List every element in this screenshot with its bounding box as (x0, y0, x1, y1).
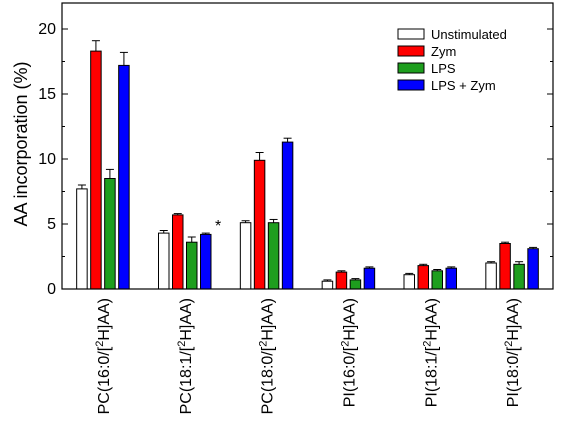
bar-zym-5 (499, 243, 511, 290)
y-tick-label: 20 (38, 21, 56, 38)
legend-label: LPS + Zym (431, 78, 496, 93)
bar-unstimulated-0 (76, 188, 88, 290)
legend-label: LPS (431, 61, 456, 76)
bar-zym-0 (90, 50, 102, 290)
y-tick-label: 5 (47, 216, 56, 233)
y-axis-ticks: 0 5 10 15 20 (38, 21, 553, 298)
bar-lps-zym-3 (363, 267, 376, 290)
bar-lps-4 (431, 270, 443, 290)
legend-label: Unstimulated (431, 27, 507, 42)
legend: Unstimulated Zym LPS LPS + Zym (397, 27, 507, 93)
bar-zym-4 (417, 265, 429, 290)
axes (61, 2, 554, 290)
x-category-label: PC(18:1/[2H]AA) (176, 298, 195, 414)
bar-unstimulated-3 (321, 280, 334, 290)
x-category-label: PC(16:0/[2H]AA) (94, 298, 113, 414)
bar-lps-0 (104, 178, 116, 290)
significance-marker: * (215, 218, 221, 235)
bar-unstimulated-4 (403, 274, 415, 290)
legend-swatch (397, 45, 425, 57)
bar-lps-5 (513, 263, 525, 290)
bar-zym-3 (335, 271, 348, 290)
bar-zym-1 (172, 214, 184, 290)
x-axis-category-labels: PC(16:0/[2H]AA) PC(18:1/[2H]AA) PC(18:0/[2… (94, 298, 522, 414)
bar-lps-zym-5 (527, 248, 539, 290)
bar-lps-zym-4 (445, 267, 457, 290)
plot-frame (61, 2, 554, 290)
legend-swatch (397, 62, 425, 74)
x-category-label: PI(18:0/[2H]AA) (503, 298, 522, 407)
x-category-label: PI(16:0/[2H]AA) (339, 298, 358, 407)
bar-lps-zym-2 (281, 141, 294, 290)
bar-zym-2 (253, 159, 266, 290)
y-tick-label: 0 (47, 281, 56, 298)
y-tick-label: 15 (38, 86, 56, 103)
legend-label: Zym (431, 44, 456, 59)
bar-unstimulated-2 (239, 222, 252, 290)
x-category-label: PC(18:0/[2H]AA) (258, 298, 277, 414)
x-category-label: PI(18:1/[2H]AA) (421, 298, 440, 407)
legend-swatch (397, 79, 425, 91)
legend-swatch (397, 28, 425, 40)
bar-unstimulated-1 (158, 232, 170, 290)
annotations: * (215, 218, 221, 235)
error-bar-group (77, 40, 538, 282)
bar-lps-1 (186, 241, 198, 290)
bar-lps-zym-1 (200, 233, 212, 290)
y-axis-title: AA incorporation (%) (11, 61, 31, 226)
bar-lps-zym-0 (118, 64, 130, 290)
bar-lps-3 (349, 279, 362, 290)
y-tick-label: 10 (38, 151, 56, 168)
bar-lps-2 (267, 222, 280, 290)
bar-unstimulated-5 (485, 262, 497, 290)
